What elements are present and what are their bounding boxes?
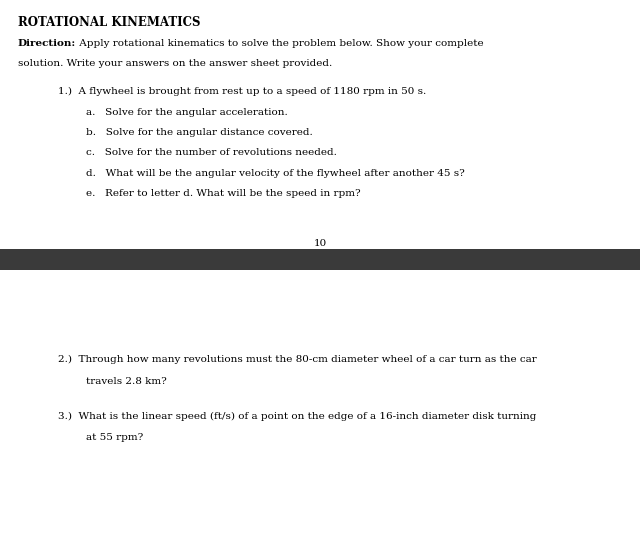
Text: c.   Solve for the number of revolutions needed.: c. Solve for the number of revolutions n… [86, 148, 337, 158]
Text: Direction:: Direction: [18, 39, 76, 48]
Text: d.   What will be the angular velocity of the flywheel after another 45 s?: d. What will be the angular velocity of … [86, 169, 465, 178]
Text: solution. Write your answers on the answer sheet provided.: solution. Write your answers on the answ… [18, 59, 332, 68]
Text: 2.)  Through how many revolutions must the 80-cm diameter wheel of a car turn as: 2.) Through how many revolutions must th… [58, 355, 536, 364]
Bar [0, 249, 640, 270]
Text: 1.)  A flywheel is brought from rest up to a speed of 1180 rpm in 50 s.: 1.) A flywheel is brought from rest up t… [58, 87, 426, 96]
Text: travels 2.8 km?: travels 2.8 km? [86, 377, 167, 386]
Text: ROTATIONAL KINEMATICS: ROTATIONAL KINEMATICS [18, 16, 200, 29]
Text: 3.)  What is the linear speed (ft/s) of a point on the edge of a 16-inch diamete: 3.) What is the linear speed (ft/s) of a… [58, 412, 536, 421]
Text: a.   Solve for the angular acceleration.: a. Solve for the angular acceleration. [86, 108, 288, 117]
Text: at 55 rpm?: at 55 rpm? [86, 433, 143, 442]
Text: b.   Solve for the angular distance covered.: b. Solve for the angular distance covere… [86, 128, 313, 137]
Text: 10: 10 [314, 239, 326, 249]
Text: Apply rotational kinematics to solve the problem below. Show your complete: Apply rotational kinematics to solve the… [76, 39, 483, 48]
Text: e.   Refer to letter d. What will be the speed in rpm?: e. Refer to letter d. What will be the s… [86, 189, 361, 199]
